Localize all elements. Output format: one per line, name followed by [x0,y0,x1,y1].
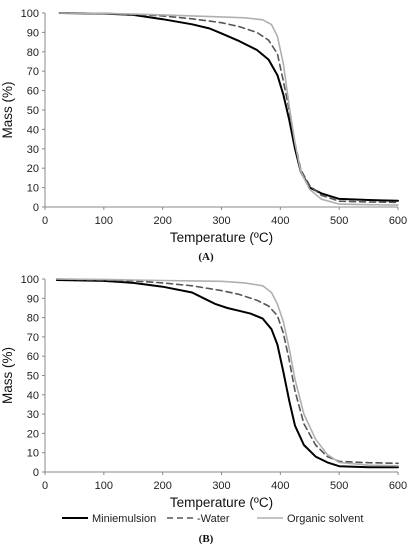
y-tick-label: 70 [27,332,39,344]
series-line-miniemulsion [55,279,399,469]
y-tick-label: 30 [27,144,39,156]
y-tick-label: 10 [27,183,39,195]
legend: Miniemulsion -Water Organic solvent [62,513,363,525]
y-tick-label: 10 [27,448,39,460]
y-tick-label: 0 [33,202,39,214]
x-tick-label: 300 [212,480,230,492]
y-tick-label: 40 [27,124,39,136]
y-axis-title: Mass (%) [0,347,15,404]
panel-label: (A) [198,251,214,263]
chart-panel-a: 0 10 20 30 40 50 60 70 80 90 100 0 100 200 300 400 500 60… [0,8,407,263]
y-tick-label: 60 [27,351,39,363]
x-tick-label: 300 [212,215,230,227]
y-tick-label: 80 [27,47,39,59]
x-tick-label: 100 [95,480,113,492]
x-tick-label: 200 [153,215,171,227]
y-tick-label: 20 [27,163,39,175]
y-tick-label: 60 [27,86,39,98]
y-tick-label: 90 [27,27,39,39]
panel-label: (B) [199,533,214,545]
y-tick-label: 90 [27,293,39,305]
x-axis-title: Temperature (ºC) [170,495,273,510]
y-tick-label: 80 [27,313,39,325]
chart-panel-b: 0 10 20 30 40 50 60 70 80 90 100 0 100 200 300 400 500 60… [0,274,407,545]
series-line-water [58,12,399,204]
y-tick-label: 0 [33,467,39,479]
x-tick-label: 200 [153,480,171,492]
x-tick-label: 100 [95,215,113,227]
x-tick-label: 500 [330,215,348,227]
y-tick-label: 100 [21,274,39,286]
x-tick-label: 0 [42,215,48,227]
x-tick-label: 0 [42,480,48,492]
y-tick-label: 20 [27,428,39,440]
series-line-organic-solvent [56,278,399,467]
series-line-miniemulsion [58,12,399,202]
x-axis-title: Temperature (ºC) [170,230,273,245]
y-tick-label: 50 [27,105,39,117]
series-line-organic-solvent [58,12,399,206]
x-tick-label: 600 [389,480,407,492]
legend-label-miniemulsion: Miniemulsion [92,513,156,525]
x-tick-label: 400 [271,215,289,227]
series-line-water [56,278,399,465]
x-tick-label: 600 [389,215,407,227]
x-tick-label: 400 [271,480,289,492]
legend-label-water: -Water [197,513,230,525]
y-tick-label: 30 [27,409,39,421]
legend-label-organic-solvent: Organic solvent [287,513,363,525]
y-axis-title: Mass (%) [0,82,15,139]
y-tick-label: 100 [21,8,39,20]
x-tick-label: 500 [330,480,348,492]
y-tick-label: 40 [27,390,39,402]
y-tick-label: 70 [27,66,39,78]
y-tick-label: 50 [27,371,39,383]
